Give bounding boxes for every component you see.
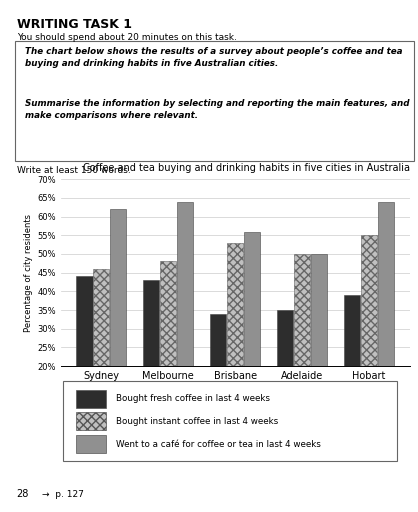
Bar [76, 276, 92, 441]
Bar [378, 202, 394, 441]
Text: Bought fresh coffee in last 4 weeks: Bought fresh coffee in last 4 weeks [116, 394, 270, 403]
Text: Bought instant coffee in last 4 weeks: Bought instant coffee in last 4 weeks [116, 417, 278, 425]
Bar [294, 254, 310, 441]
Bar [93, 269, 109, 441]
Bar [244, 231, 260, 441]
Y-axis label: Percentage of city residents: Percentage of city residents [24, 214, 33, 332]
Bar [344, 295, 360, 441]
FancyBboxPatch shape [76, 390, 106, 408]
Bar [277, 310, 293, 441]
Text: 28: 28 [17, 489, 29, 499]
Bar [361, 236, 377, 441]
Text: Coffee and tea buying and drinking habits in five cities in Australia: Coffee and tea buying and drinking habit… [83, 163, 410, 173]
FancyBboxPatch shape [76, 435, 106, 453]
Bar [177, 202, 193, 441]
FancyBboxPatch shape [15, 41, 414, 161]
Bar [160, 262, 176, 441]
Text: Went to a café for coffee or tea in last 4 weeks: Went to a café for coffee or tea in last… [116, 440, 321, 449]
Text: WRITING TASK 1: WRITING TASK 1 [17, 18, 132, 31]
Text: You should spend about 20 minutes on this task.: You should spend about 20 minutes on thi… [17, 33, 237, 42]
Bar [110, 209, 126, 441]
Text: Write at least 150 words.: Write at least 150 words. [17, 166, 130, 176]
Bar [311, 254, 327, 441]
Bar [143, 280, 160, 441]
Bar [227, 243, 243, 441]
Text: →  p. 127: → p. 127 [42, 490, 84, 499]
Text: Summarise the information by selecting and reporting the main features, and
make: Summarise the information by selecting a… [25, 99, 409, 120]
Bar [210, 314, 227, 441]
FancyBboxPatch shape [76, 412, 106, 430]
Text: The chart below shows the results of a survey about people’s coffee and tea
buyi: The chart below shows the results of a s… [25, 47, 402, 69]
FancyBboxPatch shape [63, 381, 397, 461]
